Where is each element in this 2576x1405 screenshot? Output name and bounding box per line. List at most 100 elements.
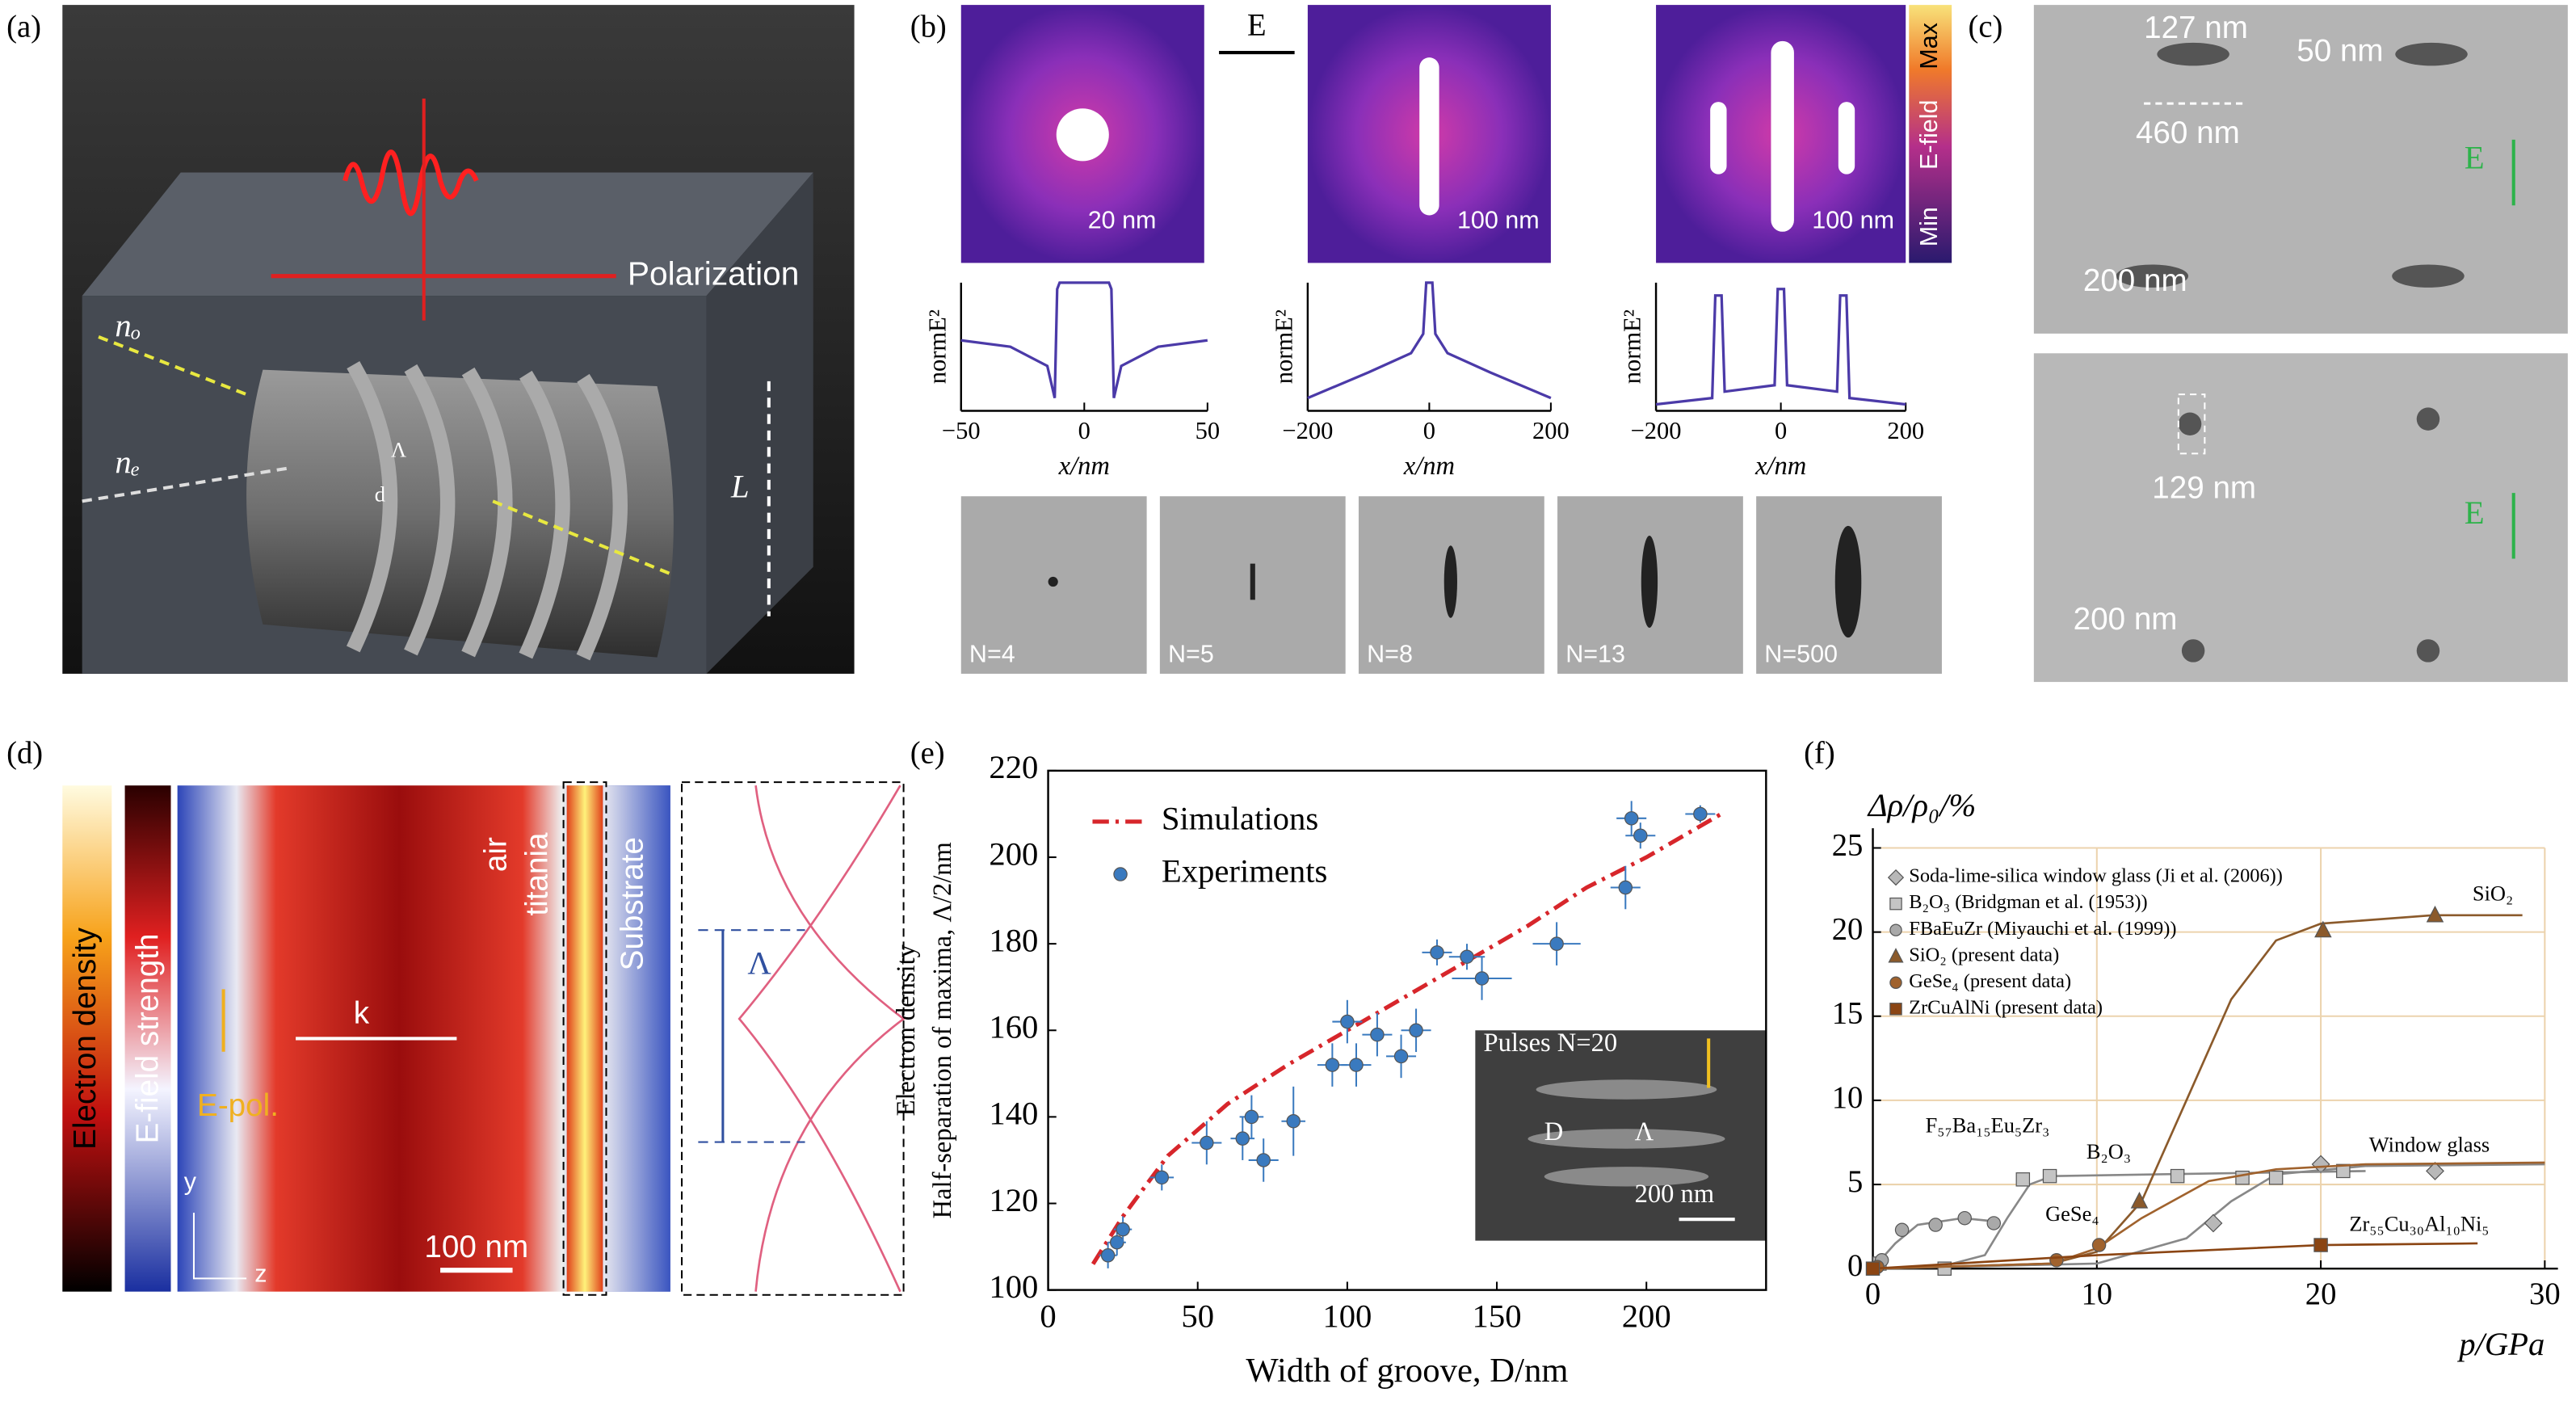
sem-features xyxy=(2116,42,2468,663)
line xyxy=(1090,812,1723,1265)
x-tick-label: 100 xyxy=(1322,1298,1372,1335)
annotation: GeSe₄ xyxy=(2045,1201,2099,1226)
panel-label: (c) xyxy=(1968,10,2002,44)
legend-label: Soda-lime-silica window glass (Ji et al.… xyxy=(1909,865,2283,887)
marker xyxy=(1460,949,1474,964)
block-side xyxy=(706,172,813,674)
line xyxy=(960,281,1208,398)
legend-label: SiO₂ (present data) xyxy=(1909,944,2059,965)
x-axis-label: p/GPa xyxy=(2456,1326,2544,1362)
pulse xyxy=(342,149,479,217)
scale-bar-label: 200 nm xyxy=(2083,263,2187,298)
y-axis-label: Half-separation of maxima, Λ/2/nm xyxy=(928,842,957,1218)
y-tick-label: 200 xyxy=(989,835,1038,872)
y-tick-label: 0 xyxy=(1847,1249,1863,1283)
marker xyxy=(1888,948,1904,963)
marker xyxy=(1889,897,1902,911)
x-tick-label: 200 xyxy=(1532,417,1570,444)
panel-label: (e) xyxy=(910,736,945,770)
period-label: Λ xyxy=(747,944,771,981)
marker xyxy=(2015,1172,2031,1187)
y-tick-label: 10 xyxy=(1832,1081,1864,1115)
n-e: nₑ xyxy=(115,444,140,480)
field-hotspot xyxy=(1419,57,1439,216)
titania-strip xyxy=(566,785,603,1292)
gratings xyxy=(346,360,628,661)
marker xyxy=(1370,1027,1385,1042)
x-tick-label: 200 xyxy=(1622,1298,1671,1335)
colorbar-label: Electron density xyxy=(68,927,103,1150)
axis-z: z xyxy=(254,1260,267,1287)
x-tick-label: −200 xyxy=(1282,417,1333,444)
x-axis-label: x/nm xyxy=(1403,452,1455,481)
d-label: d xyxy=(375,482,385,506)
colorbar-label: E-field strength xyxy=(130,934,165,1144)
y-tick-label: 120 xyxy=(989,1182,1038,1218)
annotation: Zr₅₅Cu₃₀Al₁₀Ni₅ xyxy=(2349,1211,2489,1235)
x-tick-label: −50 xyxy=(942,417,981,444)
field-hotspot xyxy=(1838,102,1855,175)
legend-label: ZrCuAlNi (present data) xyxy=(1909,996,2103,1018)
y-tick-label: 140 xyxy=(989,1096,1038,1132)
marker xyxy=(2314,920,2332,938)
n-o: nₒ xyxy=(115,307,141,343)
x-axis-label: x/nm xyxy=(1058,452,1110,481)
y-tick-label: 15 xyxy=(1832,997,1864,1031)
marker xyxy=(2091,1238,2107,1252)
marker xyxy=(1894,1222,1910,1238)
marker xyxy=(1113,867,1128,881)
marker xyxy=(1624,811,1639,826)
field-label: E xyxy=(2465,494,2485,531)
marker xyxy=(1693,806,1708,822)
legend-label: GeSe₄ (present data) xyxy=(1909,970,2071,992)
y-axis-label: normE² xyxy=(923,309,951,384)
x-axis-label: Width of groove, D/nm xyxy=(1246,1352,1568,1390)
legend-label: FBaEuZr (Miyauchi et al. (1999)) xyxy=(1909,918,2176,940)
marker xyxy=(2130,1191,2149,1209)
strip-outline xyxy=(562,781,607,1296)
marker xyxy=(1393,1049,1409,1064)
marker xyxy=(1928,1218,1943,1232)
marker xyxy=(1887,869,1905,886)
width-label: 127 nm xyxy=(2144,11,2248,45)
colorbar xyxy=(62,785,112,1292)
marker xyxy=(1244,1109,1259,1125)
scale-bar-label: 200 nm xyxy=(2074,602,2178,637)
block-top xyxy=(82,172,813,297)
fit-line xyxy=(1872,1242,2478,1270)
marker xyxy=(1100,1248,1116,1263)
inset-title: Pulses N=20 xyxy=(1484,1029,1618,1058)
legend-label: B₂O₃ (Bridgman et al. (1953)) xyxy=(1909,891,2147,913)
y-tick-label: 180 xyxy=(989,922,1038,958)
y-tick-label: 100 xyxy=(989,1268,1038,1305)
marker xyxy=(2336,1163,2351,1179)
y-axis-label: Electron density xyxy=(892,944,921,1116)
marker xyxy=(1340,1014,1355,1029)
substrate xyxy=(603,785,670,1292)
marker xyxy=(1549,936,1564,951)
field-label: E xyxy=(1247,8,1267,42)
annotation: Window glass xyxy=(2369,1133,2490,1157)
marker xyxy=(1116,1222,1130,1237)
scale-bar-label: 100 nm xyxy=(1812,207,1894,234)
marker xyxy=(1200,1135,1214,1151)
scale-bar-label: 20 nm xyxy=(1088,207,1157,234)
marker xyxy=(1109,1235,1124,1250)
y-tick-label: 220 xyxy=(989,749,1038,785)
field-hotspot xyxy=(1056,108,1109,162)
colorbar xyxy=(1909,5,1952,263)
annotation: B₂O₃ xyxy=(2086,1139,2131,1163)
inset-d: D xyxy=(1544,1117,1563,1146)
marker xyxy=(1286,1113,1301,1129)
marker xyxy=(2313,1238,2328,1252)
axis-y: y xyxy=(184,1167,197,1195)
profile-curve xyxy=(754,785,906,1292)
width-marker xyxy=(2177,393,2206,455)
legend-label: Simulations xyxy=(1162,800,1318,836)
polarization-label: Polarization xyxy=(628,254,799,292)
profile-box xyxy=(681,781,905,1296)
panel-label: (d) xyxy=(6,736,43,770)
y-tick-label: 160 xyxy=(989,1009,1038,1045)
